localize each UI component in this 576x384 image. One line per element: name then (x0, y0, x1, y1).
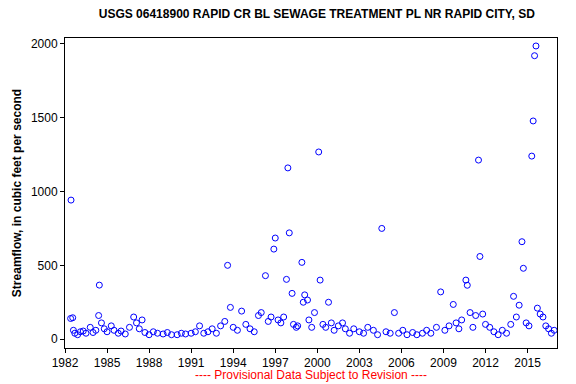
svg-text:2000: 2000 (304, 356, 331, 370)
svg-text:---- Provisional Data Subject: ---- Provisional Data Subject to Revisio… (195, 368, 427, 382)
svg-text:0: 0 (51, 332, 58, 346)
svg-text:2003: 2003 (346, 356, 373, 370)
svg-text:1997: 1997 (262, 356, 289, 370)
svg-text:500: 500 (38, 259, 58, 273)
svg-text:1994: 1994 (220, 356, 247, 370)
svg-text:1000: 1000 (31, 185, 58, 199)
svg-text:2006: 2006 (388, 356, 415, 370)
svg-text:1988: 1988 (136, 356, 163, 370)
svg-text:USGS 06418900 RAPID CR BL SEWA: USGS 06418900 RAPID CR BL SEWAGE TREATME… (99, 7, 535, 21)
svg-text:2015: 2015 (514, 356, 541, 370)
svg-text:2000: 2000 (31, 37, 58, 51)
svg-text:Streamflow, in cubic feet per: Streamflow, in cubic feet per second (10, 89, 24, 297)
svg-text:1991: 1991 (178, 356, 205, 370)
svg-text:2009: 2009 (430, 356, 457, 370)
svg-text:1982: 1982 (52, 356, 79, 370)
svg-text:1500: 1500 (31, 111, 58, 125)
svg-text:1985: 1985 (94, 356, 121, 370)
svg-text:2012: 2012 (472, 356, 499, 370)
